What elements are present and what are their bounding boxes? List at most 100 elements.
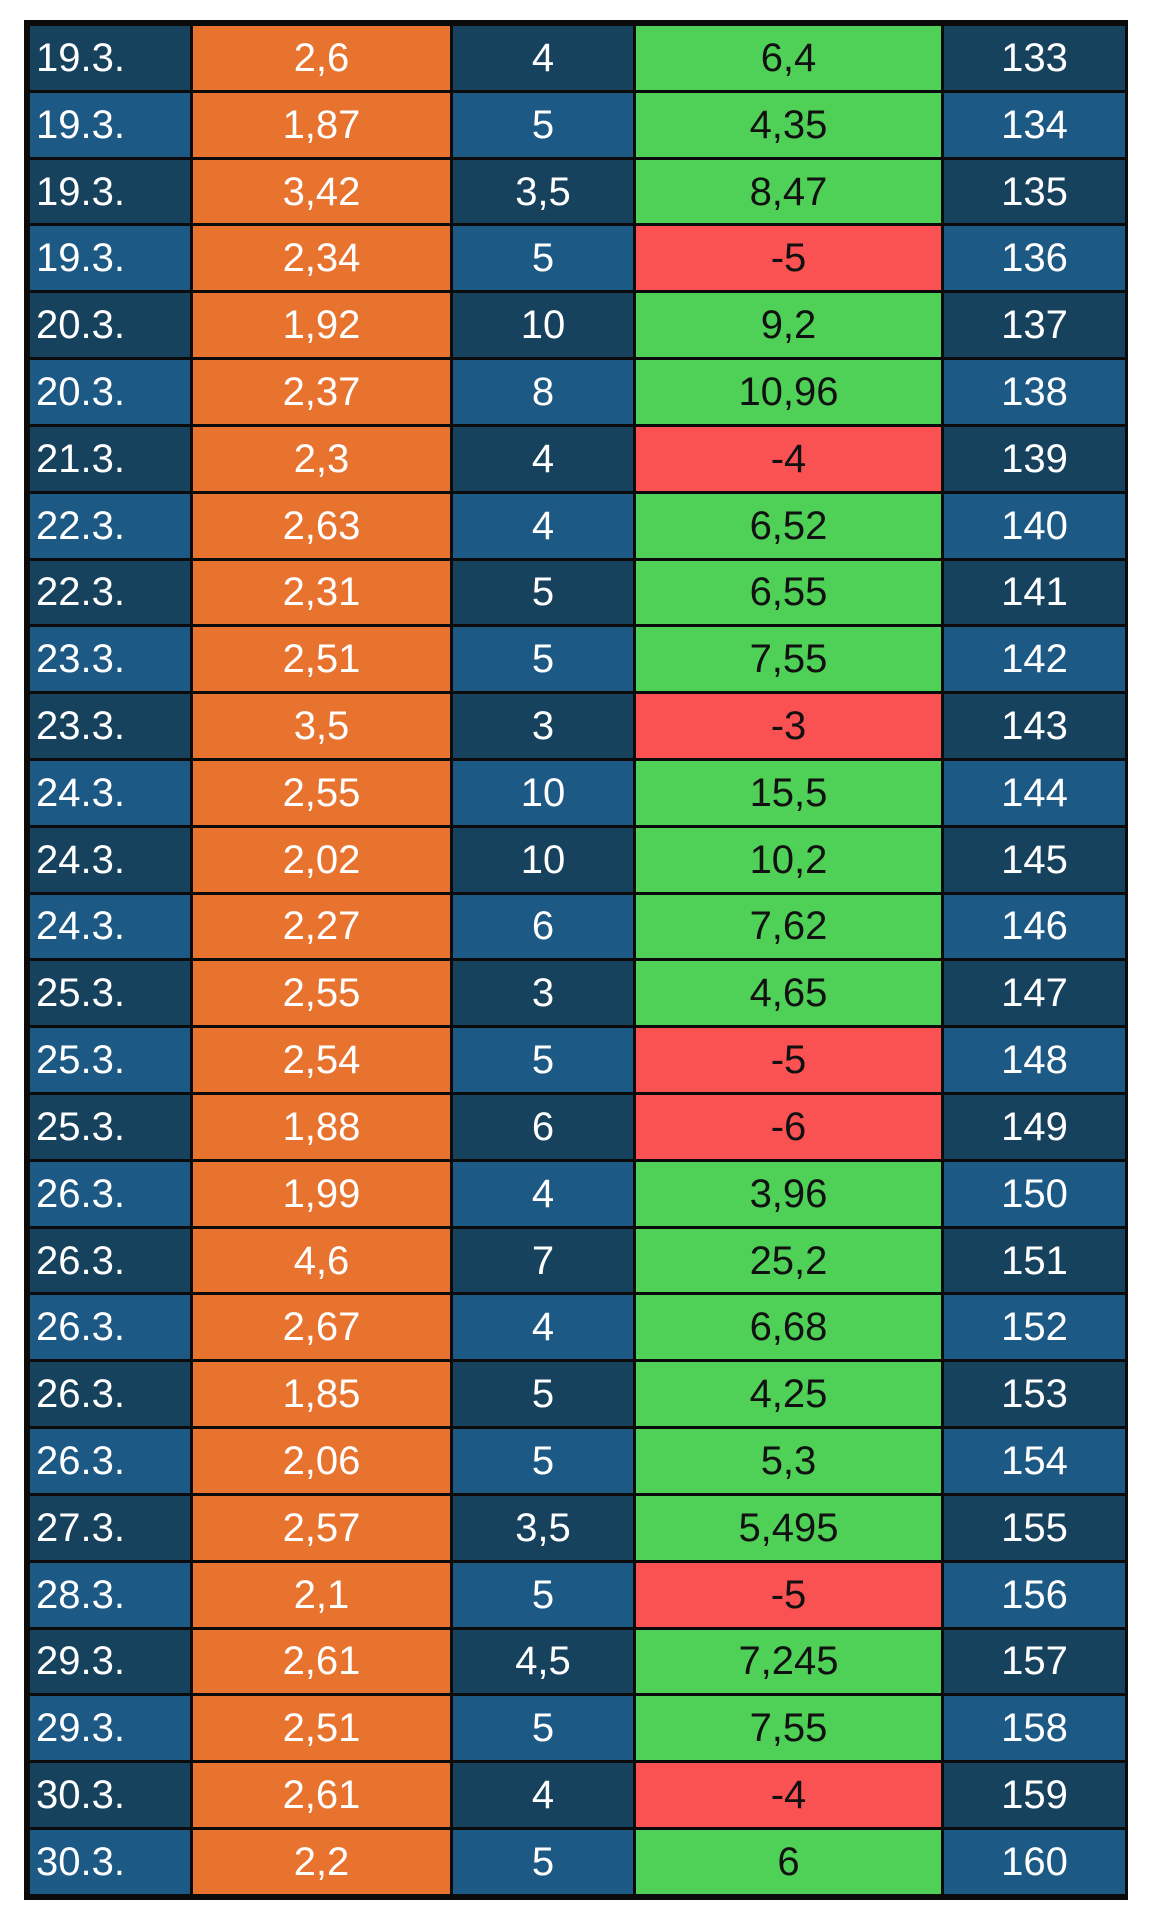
result-cell: 7,245 <box>633 1626 944 1697</box>
odds-cell: 1,87 <box>190 89 453 160</box>
table-row: 21.3. 2,3 4 -4 139 <box>27 423 1128 494</box>
table-row: 20.3. 1,92 10 9,2 137 <box>27 290 1128 361</box>
date-cell: 23.3. <box>27 691 193 761</box>
stake-cell: 3,5 <box>450 156 636 227</box>
odds-cell: 2,51 <box>190 624 453 695</box>
table-row: 26.3. 4,6 7 25,2 151 <box>27 1225 1128 1296</box>
result-cell: 6,55 <box>633 557 944 628</box>
table-row: 20.3. 2,37 8 10,96 138 <box>27 357 1128 427</box>
date-cell: 30.3. <box>27 1826 193 1898</box>
odds-cell: 2,31 <box>190 557 453 628</box>
date-cell: 28.3. <box>27 1559 193 1630</box>
table-row: 25.3. 1,88 6 -6 149 <box>27 1092 1128 1162</box>
stake-cell: 6 <box>450 891 636 962</box>
result-cell: -4 <box>633 1760 944 1830</box>
stake-cell: 5 <box>450 1426 636 1496</box>
date-cell: 19.3. <box>27 89 193 160</box>
bet-number-cell: 155 <box>941 1492 1128 1563</box>
stake-cell: 5 <box>450 624 636 695</box>
odds-cell: 2,6 <box>190 23 453 93</box>
bet-number-cell: 150 <box>941 1158 1128 1229</box>
bet-number-cell: 143 <box>941 691 1128 761</box>
odds-cell: 1,85 <box>190 1359 453 1430</box>
date-cell: 25.3. <box>27 1025 193 1095</box>
table-row: 26.3. 1,85 5 4,25 153 <box>27 1359 1128 1430</box>
stake-cell: 3,5 <box>450 1492 636 1563</box>
stake-cell: 5 <box>450 1559 636 1630</box>
odds-cell: 2,02 <box>190 824 453 895</box>
date-cell: 20.3. <box>27 357 193 427</box>
bet-table: 19.3. 2,6 4 6,4 133 19.3. 1,87 5 4,35 13… <box>27 23 1128 1898</box>
table-row: 26.3. 2,67 4 6,68 152 <box>27 1292 1128 1363</box>
date-cell: 24.3. <box>27 891 193 962</box>
bet-number-cell: 153 <box>941 1359 1128 1430</box>
stake-cell: 5 <box>450 1025 636 1095</box>
odds-cell: 2,37 <box>190 357 453 427</box>
table-row: 29.3. 2,51 5 7,55 158 <box>27 1693 1128 1764</box>
result-cell: 7,55 <box>633 1693 944 1764</box>
date-cell: 26.3. <box>27 1359 193 1430</box>
result-cell: 7,62 <box>633 891 944 962</box>
date-cell: 25.3. <box>27 1092 193 1162</box>
bet-number-cell: 154 <box>941 1426 1128 1496</box>
stake-cell: 4 <box>450 1158 636 1229</box>
result-cell: 7,55 <box>633 624 944 695</box>
date-cell: 22.3. <box>27 490 193 561</box>
result-cell: 3,96 <box>633 1158 944 1229</box>
date-cell: 29.3. <box>27 1626 193 1697</box>
bet-number-cell: 134 <box>941 89 1128 160</box>
stake-cell: 3 <box>450 691 636 761</box>
stake-cell: 7 <box>450 1225 636 1296</box>
table-row: 26.3. 1,99 4 3,96 150 <box>27 1158 1128 1229</box>
table-row: 24.3. 2,27 6 7,62 146 <box>27 891 1128 962</box>
date-cell: 19.3. <box>27 156 193 227</box>
stake-cell: 4 <box>450 1292 636 1363</box>
bet-number-cell: 135 <box>941 156 1128 227</box>
result-cell: 10,96 <box>633 357 944 427</box>
odds-cell: 2,54 <box>190 1025 453 1095</box>
table-row: 26.3. 2,06 5 5,3 154 <box>27 1426 1128 1496</box>
table-row: 23.3. 3,5 3 -3 143 <box>27 691 1128 761</box>
result-cell: 8,47 <box>633 156 944 227</box>
stake-cell: 6 <box>450 1092 636 1162</box>
table-row: 27.3. 2,57 3,5 5,495 155 <box>27 1492 1128 1563</box>
bet-number-cell: 141 <box>941 557 1128 628</box>
result-cell: 10,2 <box>633 824 944 895</box>
odds-cell: 2,61 <box>190 1760 453 1830</box>
odds-cell: 2,2 <box>190 1826 453 1898</box>
date-cell: 26.3. <box>27 1158 193 1229</box>
bet-number-cell: 136 <box>941 223 1128 294</box>
table-row: 24.3. 2,02 10 10,2 145 <box>27 824 1128 895</box>
result-cell: 5,3 <box>633 1426 944 1496</box>
result-cell: 4,35 <box>633 89 944 160</box>
odds-cell: 2,34 <box>190 223 453 294</box>
stake-cell: 4 <box>450 490 636 561</box>
result-cell: -5 <box>633 1559 944 1630</box>
bet-number-cell: 139 <box>941 423 1128 494</box>
table-row: 25.3. 2,55 3 4,65 147 <box>27 958 1128 1029</box>
bet-number-cell: 152 <box>941 1292 1128 1363</box>
odds-cell: 2,51 <box>190 1693 453 1764</box>
odds-cell: 2,06 <box>190 1426 453 1496</box>
bet-number-cell: 148 <box>941 1025 1128 1095</box>
stake-cell: 5 <box>450 557 636 628</box>
date-cell: 26.3. <box>27 1225 193 1296</box>
result-cell: 4,65 <box>633 958 944 1029</box>
stake-cell: 5 <box>450 89 636 160</box>
stake-cell: 4 <box>450 1760 636 1830</box>
bet-number-cell: 137 <box>941 290 1128 361</box>
date-cell: 24.3. <box>27 757 193 828</box>
result-cell: 9,2 <box>633 290 944 361</box>
odds-cell: 2,55 <box>190 757 453 828</box>
result-cell: -4 <box>633 423 944 494</box>
table-row: 19.3. 3,42 3,5 8,47 135 <box>27 156 1128 227</box>
date-cell: 26.3. <box>27 1426 193 1496</box>
bet-number-cell: 159 <box>941 1760 1128 1830</box>
table-row: 28.3. 2,1 5 -5 156 <box>27 1559 1128 1630</box>
result-cell: 5,495 <box>633 1492 944 1563</box>
bet-number-cell: 147 <box>941 958 1128 1029</box>
result-cell: -5 <box>633 223 944 294</box>
stake-cell: 4 <box>450 423 636 494</box>
stake-cell: 5 <box>450 1693 636 1764</box>
date-cell: 25.3. <box>27 958 193 1029</box>
